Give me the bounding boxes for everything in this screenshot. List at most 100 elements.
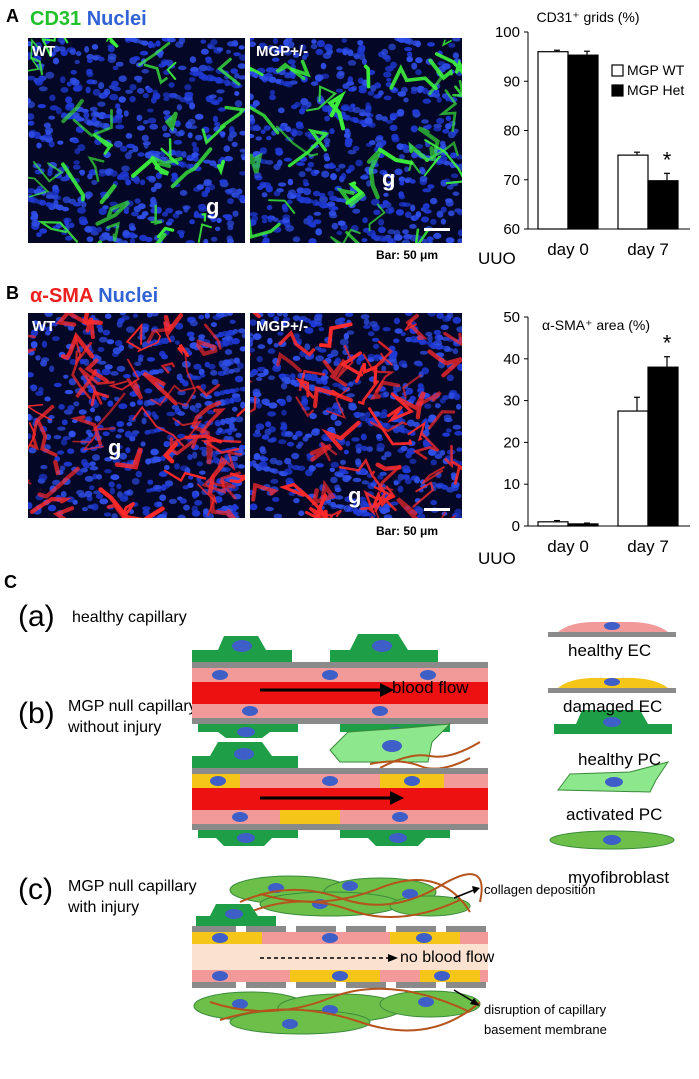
x-tick-label: day 0: [547, 537, 589, 556]
panel-b-stain-title: α-SMA Nuclei: [30, 285, 158, 308]
bar-mgp-wt-day-7: [617, 154, 649, 230]
collagen-pointer: [453, 889, 475, 899]
injured-capillary-diagram: [192, 873, 488, 1035]
legend-healthy-ec: healthy EC: [568, 641, 652, 660]
cd31-signal: [28, 38, 245, 243]
y-tick-label: 50: [503, 309, 520, 326]
pericyte-cell: [192, 742, 298, 768]
sma-signal: [28, 313, 245, 518]
subpanel-c-title: MGP null capillary with injury: [68, 876, 197, 918]
pericyte-cell: [330, 634, 438, 662]
bar-mgp-het-day-7: [647, 366, 679, 527]
legend-swatch-healthy-ec: [548, 622, 676, 637]
panel-a-letter: A: [6, 6, 19, 26]
legend-swatch-damaged-ec: [548, 678, 676, 693]
sma-bar-chart: 0 10 20 30 40 50 α-SMA⁺ area (%) day 0 day 7 *: [503, 309, 690, 556]
y-tick-label: 40: [503, 351, 520, 368]
micrograph-wt-label: WT: [32, 318, 56, 335]
damaged-endothelium: [280, 810, 340, 824]
micrograph-wt-label: WT: [32, 43, 56, 60]
dashed-flow-arrow-head: [388, 954, 398, 962]
pericyte-cell: [198, 830, 298, 846]
healthy-capillary-diagram: [192, 634, 488, 738]
pericyte-cell: [340, 830, 450, 846]
sma-stain-label: α-SMA: [30, 285, 93, 307]
significance-marker: *: [663, 331, 672, 356]
cd31-signal: [250, 39, 462, 243]
y-tick-label: 20: [503, 434, 520, 451]
scale-bar-note: Bar: 50 μm: [376, 248, 439, 262]
disruption-label-line2: basement membrane: [484, 1022, 607, 1037]
membrane-pointer-head: [470, 998, 480, 1006]
cell-legend: [548, 622, 676, 850]
flow-arrow-head: [380, 683, 394, 697]
blood-flow-label: blood flow: [392, 678, 469, 697]
chart-title: α-SMA⁺ area (%): [542, 317, 650, 333]
myofibroblast-cluster-top: [229, 875, 471, 917]
activated-pericyte: [329, 723, 452, 763]
x-tick-label: day 7: [627, 537, 669, 556]
legend-myofibroblast: myofibroblast: [568, 868, 670, 887]
subpanel-b-title-line2: without injury: [68, 719, 162, 736]
y-tick-label: 10: [503, 476, 520, 493]
uuo-label: UUO: [478, 549, 516, 568]
membrane-pointer: [453, 989, 475, 1003]
basement-membrane: [192, 662, 488, 668]
micrograph-het-label: MGP+/-: [256, 318, 309, 335]
glomerulus-label: g: [108, 435, 122, 460]
legend-swatch: [611, 64, 624, 77]
bar-mgp-wt-day-0: [537, 51, 569, 230]
pericyte-cell: [198, 724, 298, 738]
capillary-lumen: [192, 682, 488, 704]
scale-bar: [424, 228, 450, 231]
subpanel-b-title-line1: MGP null capillary: [68, 698, 197, 715]
y-tick-label: 100: [495, 24, 520, 41]
cd31-wt-micrograph: WT g: [28, 38, 245, 243]
legend-label: MGP WT: [627, 62, 685, 78]
scale-bar-note: Bar: 50 μm: [376, 524, 439, 538]
sma-wt-image: [28, 313, 245, 518]
bar-mgp-wt-day-7: [617, 410, 649, 527]
pericyte-cell: [192, 636, 292, 662]
uuo-label: UUO: [478, 249, 516, 268]
subpanel-a-letter: (a): [18, 600, 55, 633]
mgp-null-capillary-diagram: [192, 723, 488, 846]
pericyte-cell: [196, 904, 276, 926]
collagen-fiber: [369, 757, 471, 770]
subpanel-c-letter: (c): [18, 873, 53, 906]
panel-a-stain-title: CD31 Nuclei: [30, 8, 147, 31]
panel-b-letter: B: [6, 283, 19, 303]
legend-label: MGP Het: [627, 82, 684, 98]
cd31-het-micrograph: MGP+/- g: [250, 38, 462, 243]
nuclei-stain-label: Nuclei: [86, 8, 147, 30]
nuclei-stain-label: Nuclei: [98, 285, 159, 307]
disrupted-membrane-bottom: [192, 982, 486, 988]
legend-swatch: [611, 84, 624, 97]
bar-mgp-het-day-0: [567, 523, 599, 527]
subpanel-a-title: healthy capillary: [72, 609, 187, 626]
sma-wt-micrograph: WT g: [28, 313, 245, 518]
bar-mgp-wt-day-0: [537, 521, 569, 527]
subpanel-c-title-line1: MGP null capillary: [68, 878, 197, 895]
legend-swatch-healthy-pc: [554, 710, 672, 734]
sma-het-micrograph: MGP+/- g: [250, 313, 462, 518]
y-tick-label: 30: [503, 393, 520, 410]
myofibroblast-cluster-bottom: [193, 990, 481, 1035]
endothelium-top: [192, 668, 488, 682]
collagen-fiber: [249, 899, 461, 919]
y-tick-label: 70: [503, 172, 520, 189]
endothelium-bottom: [192, 704, 488, 718]
flow-arrow-head: [390, 791, 404, 805]
collagen-fiber: [259, 879, 471, 913]
disrupted-membrane-top: [192, 926, 486, 932]
disruption-label-line1: disruption of capillary: [484, 1002, 607, 1017]
collagen-fiber: [239, 873, 483, 906]
legend-healthy-pc: healthy PC: [578, 750, 662, 769]
chart-title: CD31⁺ grids (%): [536, 9, 639, 25]
basement-membrane: [192, 824, 488, 830]
y-tick-label: 0: [512, 518, 520, 535]
subpanel-c-title-line2: with injury: [68, 899, 140, 916]
cd31-wt-image: [28, 38, 245, 243]
legend-swatch-activated-pc: [557, 761, 670, 793]
legend-swatch-myofibroblast: [549, 830, 675, 850]
